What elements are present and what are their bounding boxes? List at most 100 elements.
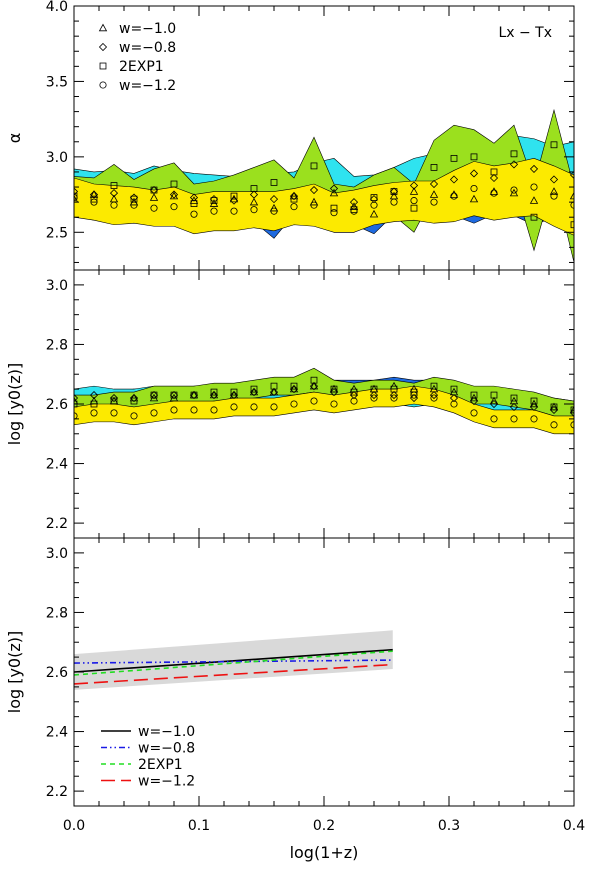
x-axis-title: log(1+z) — [290, 843, 359, 862]
point-series-1 — [269, 388, 279, 397]
point-series-1 — [569, 408, 574, 417]
point-series-2 — [410, 388, 418, 396]
y-tick-label: 2.6 — [46, 665, 68, 681]
point-series-2 — [410, 204, 418, 212]
point-series-2 — [170, 391, 178, 399]
point-series-1 — [249, 190, 259, 199]
y-tick-label: 2.4 — [46, 725, 68, 741]
point-series-2 — [350, 388, 358, 396]
legend-marker — [98, 42, 108, 52]
legend-entry-label: w=−0.8 — [119, 40, 176, 56]
point-series-1 — [549, 405, 559, 415]
point-series-2 — [290, 382, 298, 390]
point-series-3 — [510, 186, 518, 194]
point-series-1 — [549, 175, 559, 184]
point-series-1 — [349, 391, 359, 400]
point-series-2 — [390, 188, 398, 195]
band-series-3 — [74, 385, 574, 435]
point-series-3 — [490, 415, 498, 423]
point-series-1 — [329, 184, 339, 193]
point-series-0 — [489, 187, 499, 195]
x-tick-label: 0.0 — [63, 818, 85, 834]
legend-entry-label: w=−1.2 — [119, 78, 176, 94]
point-series-3 — [530, 183, 538, 191]
point-series-3 — [470, 409, 478, 417]
point-series-2 — [90, 400, 98, 408]
point-series-2 — [130, 397, 138, 405]
point-series-2 — [510, 150, 518, 158]
y-axis-title: log [y0(z)] — [5, 631, 24, 714]
point-series-3 — [74, 412, 78, 420]
point-series-2 — [370, 194, 378, 201]
point-series-3 — [190, 210, 198, 218]
legend-entry-label: 2EXP1 — [119, 59, 164, 75]
point-series-0 — [329, 188, 339, 197]
point-series-3 — [370, 201, 378, 209]
y-tick-label: 2.8 — [46, 605, 68, 621]
point-series-2 — [210, 388, 218, 396]
point-series-3 — [90, 409, 98, 417]
point-series-3 — [310, 201, 318, 209]
point-series-3 — [110, 409, 118, 417]
point-series-1 — [89, 190, 99, 199]
point-series-3 — [270, 403, 278, 411]
point-series-3 — [330, 400, 338, 408]
point-series-1 — [249, 388, 259, 397]
point-series-2 — [330, 204, 338, 212]
legend-entry-label: w=−1.0 — [119, 21, 176, 37]
point-series-0 — [569, 405, 574, 414]
point-series-3 — [170, 406, 178, 414]
point-series-2 — [310, 376, 318, 384]
fit-line-1 — [74, 659, 393, 664]
point-series-1 — [74, 187, 79, 196]
point-series-1 — [229, 391, 239, 400]
point-series-2 — [330, 385, 338, 393]
legend-entry-label: 2EXP1 — [138, 757, 183, 773]
point-series-2 — [570, 221, 574, 229]
point-series-1 — [389, 187, 399, 196]
point-series-2 — [530, 397, 538, 405]
point-series-2 — [450, 154, 458, 162]
point-series-1 — [489, 173, 499, 183]
y-tick-label: 2.4 — [46, 457, 68, 473]
point-series-3 — [90, 198, 98, 206]
point-series-3 — [130, 412, 138, 420]
point-series-2 — [550, 141, 558, 149]
point-series-0 — [549, 187, 559, 195]
point-series-2 — [290, 195, 298, 203]
point-series-3 — [430, 394, 438, 402]
legend-marker — [99, 81, 107, 89]
point-series-3 — [550, 192, 558, 200]
point-series-0 — [169, 191, 179, 200]
point-series-3 — [130, 201, 138, 209]
point-series-1 — [189, 391, 199, 400]
point-series-1 — [269, 195, 279, 204]
point-series-3 — [510, 415, 518, 423]
point-series-3 — [530, 415, 538, 423]
point-series-2 — [570, 406, 574, 414]
point-series-1 — [169, 190, 179, 199]
y-tick-label: 3.5 — [46, 74, 68, 90]
point-series-2 — [150, 391, 158, 399]
point-series-2 — [90, 195, 98, 203]
point-series-1 — [329, 388, 339, 397]
point-series-3 — [470, 184, 478, 193]
point-series-2 — [230, 192, 238, 200]
point-series-1 — [169, 391, 179, 400]
point-series-3 — [150, 204, 158, 212]
x-tick-label: 0.2 — [313, 818, 335, 834]
point-series-0 — [489, 396, 499, 405]
point-series-3 — [250, 403, 258, 411]
point-series-1 — [429, 391, 439, 400]
y-tick-label: 3.0 — [46, 546, 68, 562]
point-series-1 — [149, 391, 159, 400]
point-series-2 — [190, 200, 198, 207]
point-series-2 — [470, 391, 478, 399]
point-series-3 — [430, 198, 438, 206]
point-series-3 — [390, 198, 398, 206]
point-series-1 — [289, 385, 299, 394]
point-series-2 — [490, 168, 498, 176]
y-tick-label: 2.8 — [46, 337, 68, 353]
point-series-1 — [569, 170, 574, 180]
legend-marker — [98, 23, 108, 32]
